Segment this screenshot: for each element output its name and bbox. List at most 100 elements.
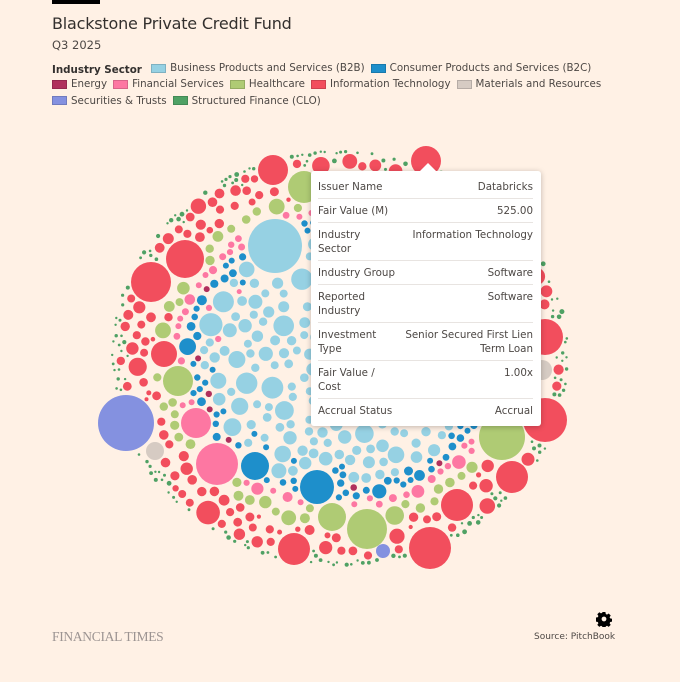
bubble[interactable] [165,440,174,449]
bubble[interactable] [188,399,195,406]
bubble[interactable] [156,233,161,239]
bubble[interactable] [157,470,161,474]
bubble[interactable] [137,453,141,456]
bubble[interactable] [557,393,562,397]
bubble[interactable] [270,487,277,494]
bubble[interactable] [185,212,195,222]
bubble[interactable] [210,279,219,288]
bubble[interactable] [137,320,146,329]
bubble[interactable] [561,359,564,362]
bubble[interactable] [113,368,116,372]
bubble[interactable] [296,213,303,220]
bubble[interactable] [452,455,466,469]
bubble[interactable] [304,427,314,436]
bubble[interactable] [379,457,388,467]
bubble[interactable] [274,555,277,559]
bubble[interactable] [205,338,214,347]
bubble[interactable] [245,540,249,544]
bubble[interactable] [251,482,264,495]
bubble[interactable] [467,521,472,526]
bubble[interactable] [214,218,224,229]
bubble[interactable] [468,447,475,454]
bubble[interactable] [175,298,184,307]
bubble[interactable] [235,235,242,243]
bubble[interactable] [159,402,168,411]
bubble[interactable] [339,463,345,470]
bubble[interactable] [261,289,270,298]
bubble[interactable] [120,334,123,338]
bubble[interactable] [248,167,251,170]
bubble[interactable] [299,513,310,524]
bubble[interactable] [344,150,348,154]
bubble[interactable] [350,563,353,566]
bubble[interactable] [540,261,546,267]
bubble[interactable] [332,563,335,567]
bubble[interactable] [390,468,399,477]
bubble[interactable] [168,398,177,407]
bubble[interactable] [464,427,471,434]
bubble[interactable] [287,382,296,391]
bubble[interactable] [170,420,180,430]
bubble[interactable] [444,462,452,470]
bubble[interactable] [163,473,166,477]
bubble[interactable] [521,452,535,466]
bubble[interactable] [433,484,444,494]
bubble[interactable] [296,154,299,158]
bubble[interactable] [248,523,257,532]
bubble[interactable] [283,431,297,445]
bubble[interactable] [246,420,256,430]
bubble[interactable] [243,339,252,348]
bubble[interactable] [278,533,310,565]
bubble[interactable] [263,477,270,484]
bubble[interactable] [462,529,467,535]
bubble[interactable] [241,183,244,187]
bubble[interactable] [278,348,290,359]
bubble[interactable] [205,244,214,253]
bubble[interactable] [248,219,302,273]
bubble[interactable] [166,480,172,486]
bubble[interactable] [264,403,273,412]
legend-item[interactable]: Business Products and Services (B2B) [151,61,365,76]
bubble[interactable] [466,461,478,473]
bubble[interactable] [303,164,307,167]
bubble[interactable] [154,257,159,262]
bubble[interactable] [115,387,118,390]
bubble[interactable] [139,378,148,387]
bubble[interactable] [390,427,399,436]
bubble[interactable] [159,430,169,440]
bubble[interactable] [335,152,338,155]
bubble[interactable] [153,477,158,482]
bubble[interactable] [427,475,436,483]
bubble[interactable] [421,427,431,437]
bubble[interactable] [284,359,294,369]
bubble[interactable] [288,465,298,476]
bubble[interactable] [339,150,343,154]
bubble[interactable] [479,479,493,493]
bubble[interactable] [119,388,123,392]
bubble[interactable] [122,381,132,391]
bubble[interactable] [360,561,365,565]
bubble[interactable] [300,331,309,340]
bubble[interactable] [172,495,176,499]
bubble[interactable] [239,253,247,261]
bubble[interactable] [142,250,147,255]
bubble[interactable] [133,301,146,314]
bubble[interactable] [126,342,139,355]
bubble[interactable] [456,434,465,442]
bubble[interactable] [234,178,239,182]
bubble[interactable] [274,445,292,463]
bubble[interactable] [205,255,215,266]
bubble[interactable] [179,211,185,217]
bubble[interactable] [111,353,114,357]
bubble[interactable] [170,471,180,481]
bubble[interactable] [481,459,494,473]
bubble[interactable] [200,346,209,355]
bubble[interactable] [157,417,166,426]
bubble[interactable] [281,510,297,526]
bubble[interactable] [561,351,565,355]
bubble[interactable] [258,346,273,361]
bubble[interactable] [232,477,242,487]
bubble[interactable] [279,479,287,486]
bubble[interactable] [212,231,224,242]
bubble[interactable] [209,366,216,373]
